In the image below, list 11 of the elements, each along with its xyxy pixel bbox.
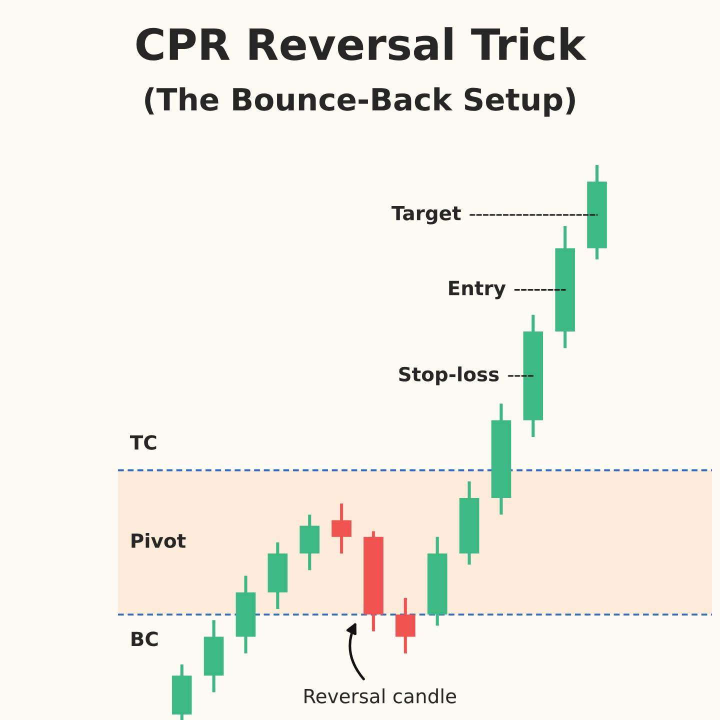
candlestick bbox=[332, 504, 352, 554]
chart-title: CPR Reversal Trick bbox=[136, 27, 586, 60]
annotation: Entry bbox=[449, 280, 506, 300]
ref-line-label: TC bbox=[130, 435, 156, 450]
candlestick bbox=[396, 598, 416, 654]
ref-line-label: BC bbox=[132, 632, 158, 646]
band-label: Pivot bbox=[132, 532, 186, 548]
annotation: Reversal candle bbox=[304, 688, 456, 704]
chart-subtitle: (The Bounce-Back Setup) bbox=[145, 87, 575, 117]
annotation: Target bbox=[392, 206, 461, 224]
annotation: Stop-loss bbox=[399, 366, 499, 386]
